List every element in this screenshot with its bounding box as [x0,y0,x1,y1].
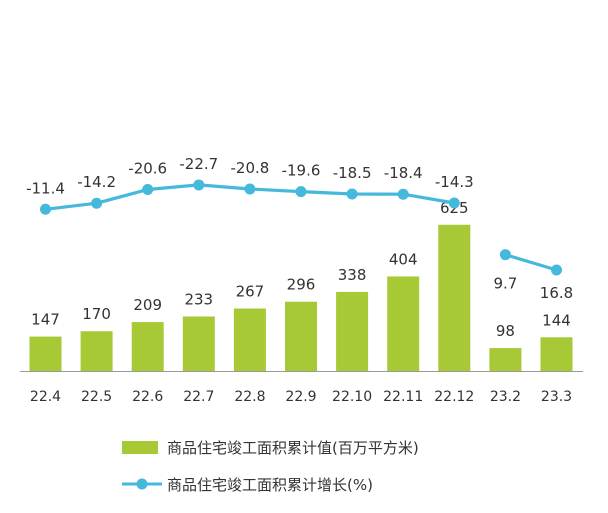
bar-22.6 [131,322,164,371]
line-point-22.7 [193,179,205,191]
x-tick-label: 22.7 [183,389,214,405]
line-value-label: 9.7 [493,275,517,293]
legend-bar-label: 商品住宅竣工面积累计值(百万平方米) [167,439,419,457]
bar-23.2 [489,348,522,371]
bar-value-label: 170 [82,305,111,323]
line-value-label: -18.4 [384,164,423,182]
legend-line-marker [136,478,148,490]
bar-value-label: 338 [338,266,367,284]
bar-22.11 [387,276,420,371]
bar-22.8 [233,308,266,371]
bar-series [29,224,573,371]
legend: 商品住宅竣工面积累计值(百万平方米) 商品住宅竣工面积累计增长(%) [122,439,419,494]
bar-value-label: 147 [31,311,60,329]
bar-value-label: 209 [133,296,162,314]
x-tick-label: 22.12 [434,389,474,405]
line-point-22.9 [295,186,307,198]
x-tick-label: 22.5 [81,389,112,405]
line-value-label: -19.6 [282,162,321,180]
line-point-22.6 [142,183,154,195]
line-point-22.5 [91,197,103,209]
line-value-label: -20.6 [128,159,167,177]
bar-22.4 [29,336,62,371]
legend-bar-swatch [122,441,158,454]
line-value-labels: -11.4 -14.2 -20.6 -22.7 -20.8 -19.6 -18.5 -18.4… [26,155,573,302]
line-point-22.12 [448,197,460,209]
x-tick-label: 22.11 [383,389,423,405]
x-tick-label: 22.6 [132,389,163,405]
bar-value-label: 296 [287,276,316,294]
bar-value-label: 404 [389,250,418,268]
line-value-label: -22.7 [179,155,218,173]
line-point-22.4 [40,203,51,215]
line-point-23.3 [551,264,562,276]
legend-line-label: 商品住宅竣工面积累计增长(%) [167,476,373,494]
line-point-22.10 [346,188,358,200]
bar-22.12 [438,224,471,371]
bar-value-label: 267 [236,283,265,301]
line-value-label: -11.4 [26,179,65,197]
line-value-label: -14.3 [435,173,474,191]
line-series [40,179,562,276]
bar-value-labels: 14717020923326729633840462598144 [31,199,571,340]
x-tick-label: 22.8 [234,389,265,405]
x-axis-ticks: 22.4 22.5 22.6 22.7 22.8 22.9 22.10 22.11 22.12 2… [30,389,572,405]
line-value-label: 16.8 [540,284,573,302]
bar-22.9 [285,301,317,371]
bar-value-label: 233 [184,290,213,308]
bar-23.3 [540,337,573,371]
bar-22.7 [182,316,215,371]
x-tick-label: 22.9 [285,389,316,405]
line-value-label: -20.8 [230,159,269,177]
line-value-label: -18.5 [333,164,372,182]
x-tick-label: 23.3 [541,389,572,405]
x-tick-label: 22.4 [30,389,61,405]
line-point-22.8 [244,183,256,195]
x-tick-label: 22.10 [332,389,372,405]
bar-value-label: 98 [496,322,515,340]
bar-22.5 [80,331,113,371]
line-value-label: -14.2 [77,173,116,191]
bar-value-label: 144 [542,311,571,329]
line-point-22.11 [397,188,409,200]
bar-22.10 [336,291,369,371]
x-tick-label: 23.2 [490,389,521,405]
line-point-23.2 [499,249,511,261]
line-segment-1 [504,253,557,272]
